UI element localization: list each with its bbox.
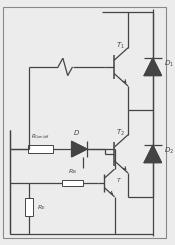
Text: $R_{\sf B}$: $R_{\sf B}$ [68, 167, 77, 176]
Text: $R_{\sf E}$: $R_{\sf E}$ [37, 203, 46, 212]
Text: $D_2$: $D_2$ [164, 146, 174, 156]
Polygon shape [144, 58, 162, 76]
Bar [28, 145, 53, 153]
Text: $D_1$: $D_1$ [164, 59, 174, 69]
Text: $D$: $D$ [73, 128, 80, 137]
Bar [62, 180, 83, 186]
Bar [25, 198, 33, 216]
Text: $R_{\sf Gon/off}$: $R_{\sf Gon/off}$ [31, 133, 50, 141]
Text: $T_1$: $T_1$ [116, 41, 125, 51]
Text: $T$: $T$ [116, 176, 122, 184]
Polygon shape [144, 145, 162, 163]
Text: $T_2$: $T_2$ [116, 128, 125, 138]
Polygon shape [72, 141, 87, 157]
